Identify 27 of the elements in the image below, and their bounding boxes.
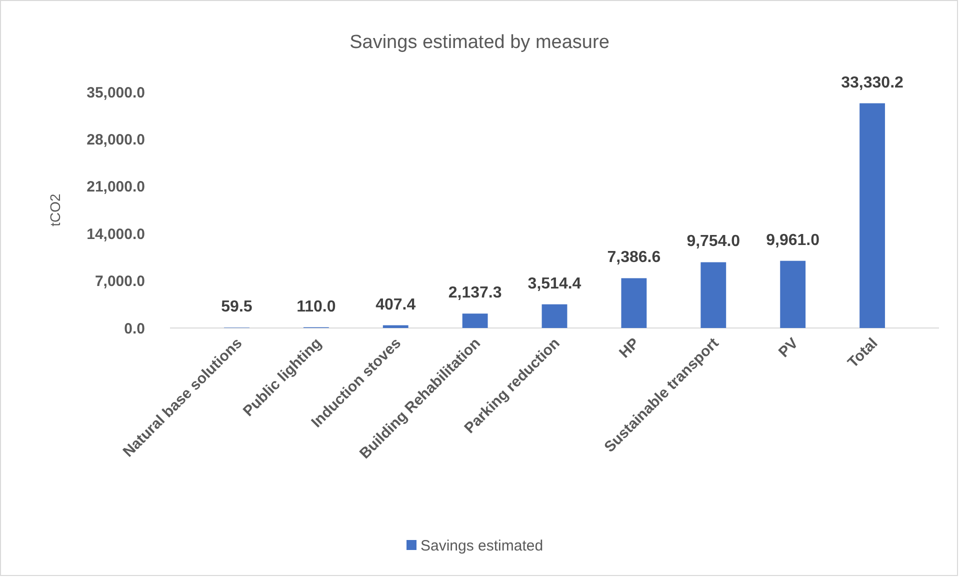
y-tick-label: 28,000.0 [86,131,145,148]
text: 33,330.2 [841,74,904,92]
y-tick-label: 35,000.0 [86,84,145,102]
x-tick-label: HP [616,334,643,362]
y-tick-label: 21,000.0 [86,178,145,196]
text: 9,961.0 [766,232,820,249]
x-tick-label: PV [775,334,802,361]
bar [542,304,568,328]
bar [700,262,726,328]
bar [382,325,408,328]
y-tick-label: 0.0 [124,320,145,338]
bar [780,260,806,328]
text: 110.0 [296,298,336,316]
text: 2,137.3 [448,284,502,302]
text: 3,514.4 [528,275,582,292]
text: 59.5 [221,298,252,316]
y-tick-label: 7,000.0 [94,273,145,290]
legend-label: Savings estimated [420,537,544,554]
bar [462,314,488,328]
y-axis-title: tCO2 [47,193,63,226]
y-tick-label: 14,000.0 [86,226,145,243]
chart-title: Savings estimated by measure [350,32,610,53]
bar [860,103,885,328]
text: 7,386.6 [607,249,661,266]
text: 9,754.0 [686,233,740,250]
bar [621,278,647,328]
text: 407.4 [376,296,416,314]
